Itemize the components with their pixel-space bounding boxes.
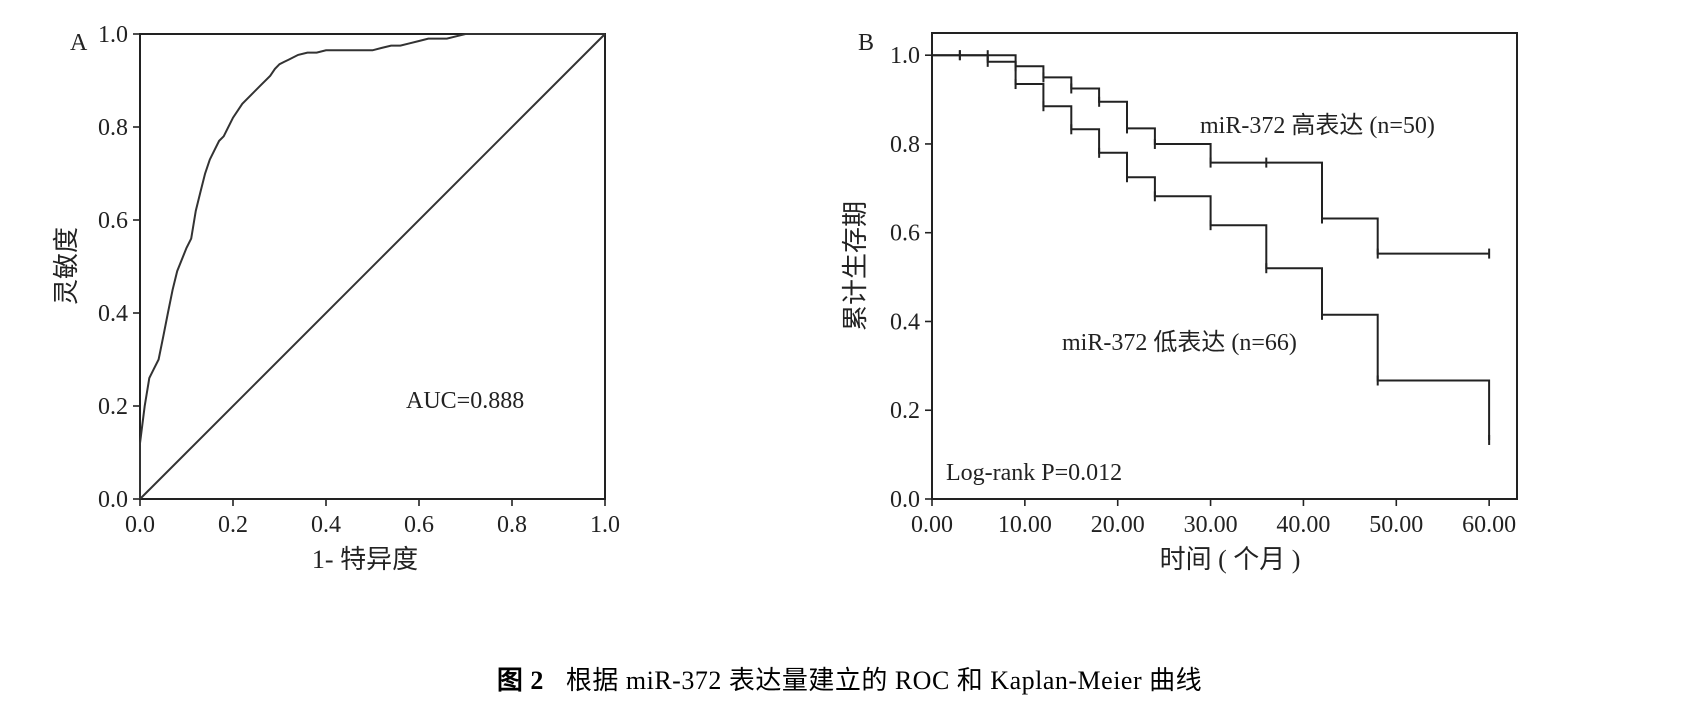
km-panel: B 0.00 10.00 20.00 30.00 40.00 50.00 60.00 0.0…: [841, 30, 1518, 574]
roc-y-tick-label: 0.8: [98, 115, 128, 141]
panel-label-b: B: [858, 30, 874, 56]
km-x-tick-label: 40.00: [1276, 512, 1330, 538]
roc-y-tick-label: 0.2: [98, 394, 128, 420]
km-series-label-high: miR-372 高表达 (n=50): [1200, 112, 1435, 139]
figure-number: 图 2: [496, 666, 544, 695]
roc-x-tick-label: 0.0: [125, 512, 155, 538]
roc-y-tick-label: 1.0: [98, 22, 128, 48]
roc-x-tick-label: 0.8: [497, 512, 527, 538]
km-x-tick-label: 10.00: [998, 512, 1052, 538]
km-x-tick-label: 20.00: [1091, 512, 1145, 538]
roc-auc-annotation: AUC=0.888: [406, 388, 524, 414]
figure-caption: 图 2 根据 miR-372 表达量建立的 ROC 和 Kaplan-Meier …: [0, 660, 1699, 697]
roc-x-tick-label: 0.2: [218, 512, 248, 538]
roc-y-axis-label: 灵敏度: [52, 227, 81, 305]
km-y-axis-label: 累计生存期: [841, 201, 870, 331]
roc-y-tick-label: 0.0: [98, 487, 128, 513]
panel-label-a: A: [70, 30, 88, 56]
roc-x-tick-label: 1.0: [590, 512, 620, 538]
roc-reference-line: [139, 33, 606, 500]
km-plot-frame: [931, 32, 1518, 500]
figure-caption-text: 根据 miR-372 表达量建立的 ROC 和 Kaplan-Meier 曲线: [565, 666, 1203, 695]
km-series-label-low: miR-372 低表达 (n=66): [1062, 329, 1297, 356]
roc-x-axis-label: 1- 特异度: [312, 545, 418, 574]
km-logrank-annotation: Log-rank P=0.012: [946, 460, 1122, 486]
km-x-tick-label: 50.00: [1369, 512, 1423, 538]
km-x-tick-label: 60.00: [1462, 512, 1516, 538]
km-y-tick-label: 0.0: [890, 487, 920, 513]
roc-y-tick-label: 0.4: [98, 301, 128, 327]
km-y-tick-label: 0.8: [890, 132, 920, 158]
roc-curve: [139, 33, 605, 499]
km-y-tick-label: 1.0: [890, 43, 920, 69]
km-y-tick-label: 0.6: [890, 221, 920, 247]
roc-x-tick-label: 0.4: [311, 512, 341, 538]
km-x-tick-label: 0.00: [911, 512, 953, 538]
roc-panel: A 0.0 0.2 0.4 0.6 0.8 1.0 0.00.20.40.60.81.0 …: [52, 22, 620, 574]
km-y-tick-label: 0.4: [890, 309, 920, 335]
km-y-tick-label: 0.2: [890, 398, 920, 424]
roc-plot-frame: [139, 33, 606, 500]
km-x-tick-label: 30.00: [1184, 512, 1238, 538]
roc-y-tick-label: 0.6: [98, 208, 128, 234]
roc-x-tick-label: 0.6: [404, 512, 434, 538]
km-x-axis-label: 时间 ( 个月 ): [1160, 545, 1301, 574]
